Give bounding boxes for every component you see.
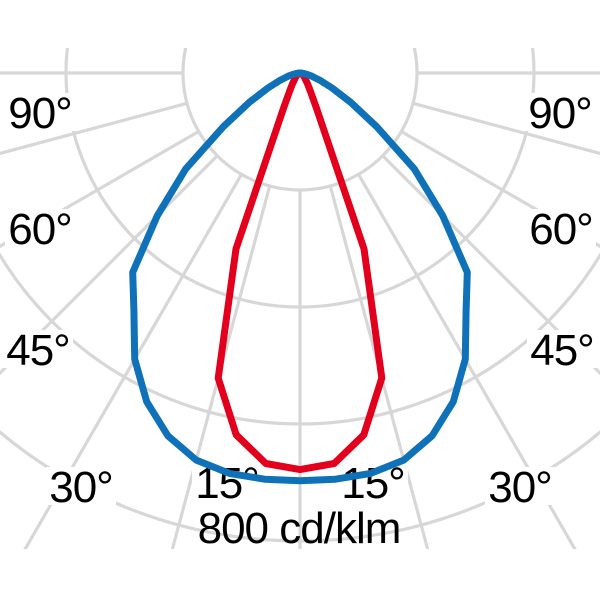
angle-label-left-60: 60° <box>8 205 72 254</box>
label-mask <box>3 330 73 368</box>
angle-label-left-30: 30° <box>49 463 113 512</box>
label-mask <box>525 93 595 131</box>
angle-label-left-90: 90° <box>8 89 72 138</box>
angle-label-right-30: 30° <box>488 463 552 512</box>
label-mask <box>526 209 596 247</box>
unit-label: 800 cd/klm <box>198 504 401 553</box>
angle-label-left-45: 45° <box>6 326 70 375</box>
grid-radial-45deg <box>381 154 600 376</box>
label-mask <box>5 209 75 247</box>
grid-ring-200 <box>181 48 419 192</box>
angle-label-right-60: 60° <box>529 205 593 254</box>
angle-label-right-45: 45° <box>530 326 594 375</box>
grid-radial-30deg <box>357 173 577 549</box>
angle-labels: 90°60°45°30° 15°90°60°45°30°15° <box>3 89 597 512</box>
grid-radial--45deg <box>0 154 219 376</box>
angle-label-right-90: 90° <box>528 89 592 138</box>
grid-radial-75deg <box>412 101 600 156</box>
label-mask <box>527 330 597 368</box>
label-mask <box>5 93 75 131</box>
intensity-curves <box>129 69 471 485</box>
grid-radial--75deg <box>0 101 188 156</box>
label-mask <box>46 467 116 505</box>
curve-blue-wide-beam <box>129 69 471 485</box>
grid-radial--30deg <box>23 173 243 549</box>
label-mask <box>485 467 555 505</box>
